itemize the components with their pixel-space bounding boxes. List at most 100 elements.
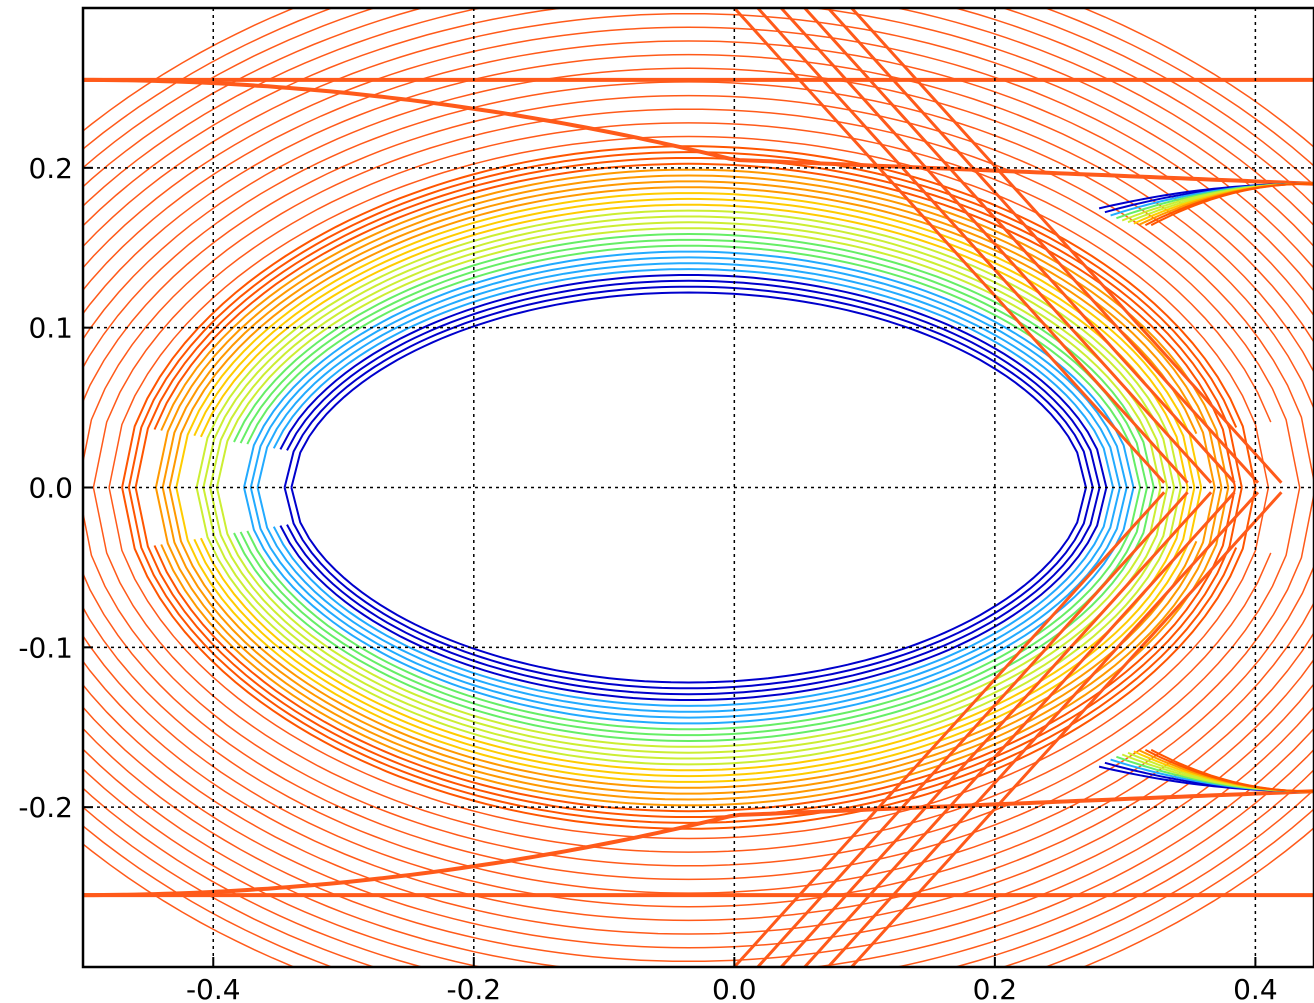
contour-line	[83, 8, 1314, 227]
contour-line	[202, 487, 1176, 760]
contour-line	[199, 487, 1189, 772]
contour-line	[160, 487, 1230, 807]
contour-line	[246, 487, 1142, 731]
x-tick-label: 0.4	[1233, 973, 1278, 1003]
contour-line	[83, 631, 1314, 922]
contour-line	[239, 238, 1148, 488]
contour-line	[83, 487, 1301, 867]
contour-line	[279, 274, 1108, 488]
y-tick-label: -0.1	[18, 631, 73, 664]
contour-line	[195, 209, 1182, 488]
grid-lines	[83, 8, 1314, 967]
contour-line	[1150, 748, 1314, 793]
contour-line	[83, 12, 1314, 270]
contour-line	[233, 232, 1155, 488]
contour-line	[83, 94, 1314, 485]
contour-line	[803, 491, 1236, 967]
contour-line	[256, 262, 1121, 488]
contour-line	[160, 168, 1230, 488]
y-tick-label: 0.1	[28, 312, 73, 345]
contour-line	[175, 192, 1203, 488]
contour-line	[83, 8, 1314, 207]
contour-line	[83, 108, 1301, 488]
contour-line	[826, 491, 1260, 967]
contour-line	[803, 8, 1236, 484]
contour-line	[733, 491, 1166, 967]
contour-line	[195, 487, 1182, 766]
contour-line	[83, 682, 1314, 949]
contour-line	[83, 826, 1314, 967]
contour-line	[733, 8, 1166, 484]
contour-line	[83, 8, 1314, 187]
contour-line	[290, 291, 1087, 488]
contour-line	[153, 162, 1237, 488]
contour-line	[127, 487, 1238, 824]
separatrix-line	[83, 789, 1314, 898]
y-tick-label: 0.0	[28, 472, 73, 505]
contour-line	[83, 26, 1314, 293]
contour-line	[154, 174, 1223, 488]
x-tick-label: -0.2	[446, 973, 501, 1003]
contour-line	[83, 748, 1314, 967]
contour-line	[756, 491, 1189, 967]
contour-line	[215, 487, 1162, 748]
contour-line	[134, 487, 1243, 818]
contour-line	[243, 487, 1135, 725]
contour-line	[134, 157, 1243, 488]
contour-line	[286, 487, 1101, 696]
x-tick-label: 0.2	[973, 973, 1018, 1003]
x-axis-ticks: -0.4 -0.2 0.0 0.2 0.4	[186, 957, 1278, 1003]
contour-line	[199, 203, 1189, 488]
contour-line	[83, 8, 1314, 248]
contour-line	[83, 705, 1314, 963]
contour-line	[83, 768, 1314, 967]
x-tick-label: -0.4	[186, 973, 241, 1003]
contour-line	[92, 487, 1272, 853]
contour-line	[83, 67, 1314, 374]
contour-line	[83, 8, 1314, 168]
separatrix-line	[83, 77, 1314, 186]
contour-line	[92, 122, 1272, 488]
contour-line	[83, 727, 1314, 967]
contour-line	[249, 487, 1128, 719]
contour-line	[850, 491, 1283, 967]
x-tick-label: 0.0	[712, 973, 757, 1003]
contour-line	[83, 490, 1314, 881]
contour-line	[121, 145, 1257, 488]
contour-line	[290, 487, 1087, 684]
contour-line	[168, 186, 1198, 488]
y-tick-label: 0.2	[28, 152, 73, 185]
contour-line	[780, 8, 1213, 484]
contour-line	[233, 487, 1155, 743]
contour-line	[83, 8, 1314, 149]
contour-line	[83, 53, 1314, 344]
contour-line	[127, 151, 1238, 488]
contour-line	[272, 268, 1115, 488]
contour-line	[239, 487, 1148, 737]
contour-line	[83, 601, 1314, 908]
y-tick-label: -0.2	[18, 791, 73, 824]
contour-line	[283, 487, 1094, 690]
contour-line	[153, 487, 1237, 813]
y-axis-ticks: 0.2 0.1 0.0 -0.1 -0.2	[18, 152, 93, 824]
contour-line	[826, 8, 1260, 484]
contour-line	[243, 250, 1135, 488]
contour-line	[121, 487, 1257, 830]
contour-line	[272, 487, 1115, 707]
contour-line	[1150, 182, 1314, 227]
contour-line	[83, 788, 1314, 967]
contour-line	[83, 658, 1314, 935]
contour-line	[108, 135, 1270, 488]
contour-line	[283, 285, 1094, 488]
contour-line	[256, 487, 1121, 713]
contour-line	[756, 8, 1189, 484]
contour-line	[108, 487, 1270, 840]
contour-line	[780, 491, 1213, 967]
contour-line	[279, 487, 1108, 701]
contour-line	[850, 8, 1283, 484]
contour-line	[175, 487, 1203, 783]
contour-line	[209, 487, 1169, 754]
contour-line	[202, 215, 1176, 488]
